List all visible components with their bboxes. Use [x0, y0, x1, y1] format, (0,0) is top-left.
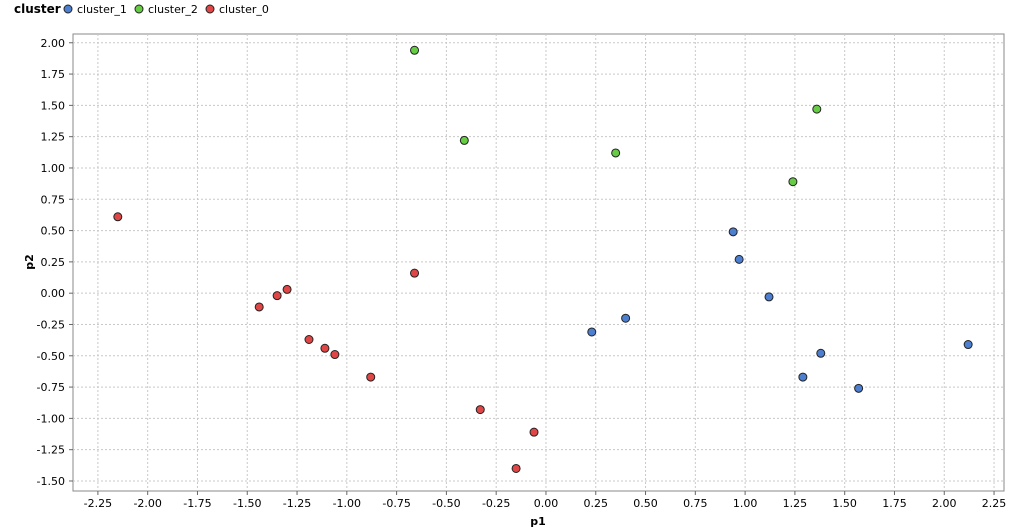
data-point-cluster_1	[728, 227, 738, 237]
data-point-cluster_0	[475, 405, 485, 415]
data-point-cluster_0	[304, 335, 314, 345]
x-tick-label: 1.50	[832, 497, 857, 510]
data-point-cluster_1	[816, 348, 826, 358]
x-tick-label: -0.25	[482, 497, 510, 510]
data-point-cluster_0	[511, 463, 521, 473]
x-tick-label: -1.25	[283, 497, 311, 510]
data-point-cluster_2	[410, 45, 420, 55]
data-point-cluster_0	[272, 291, 282, 301]
y-tick-label: -0.75	[37, 381, 65, 394]
x-tick-label: 1.75	[882, 497, 907, 510]
legend-marker-cluster_1	[63, 4, 73, 14]
plot-area	[72, 33, 1005, 492]
data-point-cluster_0	[113, 212, 123, 222]
data-point-cluster_1	[854, 383, 864, 393]
x-tick-label: -0.50	[432, 497, 460, 510]
legend-label-cluster_2: cluster_2	[148, 3, 198, 16]
x-tick-label: 0.75	[683, 497, 708, 510]
data-point-cluster_2	[788, 177, 798, 187]
chart-legend: cluster cluster_1 cluster_2 cluster_0	[14, 2, 269, 16]
data-point-cluster_2	[611, 148, 621, 158]
x-axis-title: p1	[530, 515, 546, 528]
y-tick-label: 0.75	[41, 193, 66, 206]
x-tick-label: -1.75	[183, 497, 211, 510]
x-tick-label: 1.25	[783, 497, 808, 510]
data-point-cluster_1	[798, 372, 808, 382]
x-tick-label: -1.00	[333, 497, 361, 510]
data-points	[113, 45, 973, 473]
legend-label-cluster_1: cluster_1	[77, 3, 127, 16]
y-tick-label: -0.25	[37, 318, 65, 331]
y-tick-label: 1.25	[41, 131, 66, 144]
y-tick-label: 0.00	[41, 287, 66, 300]
y-tick-label: -1.25	[37, 444, 65, 457]
x-tick-label: -1.50	[233, 497, 261, 510]
legend-label-cluster_0: cluster_0	[219, 3, 269, 16]
data-point-cluster_0	[529, 427, 539, 437]
y-tick-label: 0.25	[41, 256, 66, 269]
data-point-cluster_1	[621, 313, 631, 323]
legend-title: cluster	[14, 2, 61, 16]
x-tick-label: 0.50	[633, 497, 658, 510]
y-tick-label: 0.50	[41, 225, 66, 238]
y-tick-label: 1.50	[41, 99, 66, 112]
x-tick-label: -2.25	[84, 497, 112, 510]
y-tick-label: -1.00	[37, 412, 65, 425]
x-axis: -2.25 -2.00 -1.75 -1.50 -1.25 -1.00 -0.75 -0.50…	[84, 491, 1007, 510]
data-point-cluster_1	[963, 340, 973, 350]
data-point-cluster_0	[254, 302, 264, 312]
data-point-cluster_2	[459, 135, 469, 145]
data-point-cluster_0	[320, 343, 330, 353]
legend-marker-cluster_2	[134, 4, 144, 14]
y-tick-label: 1.75	[41, 68, 66, 81]
y-tick-label: 1.00	[41, 162, 66, 175]
y-tick-label: -1.50	[37, 475, 65, 488]
data-point-cluster_0	[366, 372, 376, 382]
data-point-cluster_0	[282, 284, 292, 294]
y-tick-label: -0.50	[37, 350, 65, 363]
y-tick-label: 2.00	[41, 37, 66, 50]
data-point-cluster_1	[764, 292, 774, 302]
grid-lines	[73, 34, 1004, 491]
x-tick-label: 0.25	[584, 497, 609, 510]
y-axis: 2.00 1.75 1.50 1.25 1.00 0.75 0.50 0.25 0.00 -0.2…	[37, 37, 73, 488]
data-point-cluster_0	[330, 350, 340, 360]
data-point-cluster_1	[734, 254, 744, 264]
x-tick-label: 0.00	[534, 497, 559, 510]
y-axis-title: p2	[23, 254, 36, 270]
x-tick-label: 2.25	[982, 497, 1007, 510]
legend-marker-cluster_0	[205, 4, 215, 14]
data-point-cluster_2	[812, 104, 822, 114]
x-tick-label: -0.75	[382, 497, 410, 510]
data-point-cluster_0	[410, 268, 420, 278]
data-point-cluster_1	[587, 327, 597, 337]
x-tick-label: -2.00	[133, 497, 161, 510]
x-tick-label: 1.00	[733, 497, 758, 510]
x-tick-label: 2.00	[932, 497, 957, 510]
